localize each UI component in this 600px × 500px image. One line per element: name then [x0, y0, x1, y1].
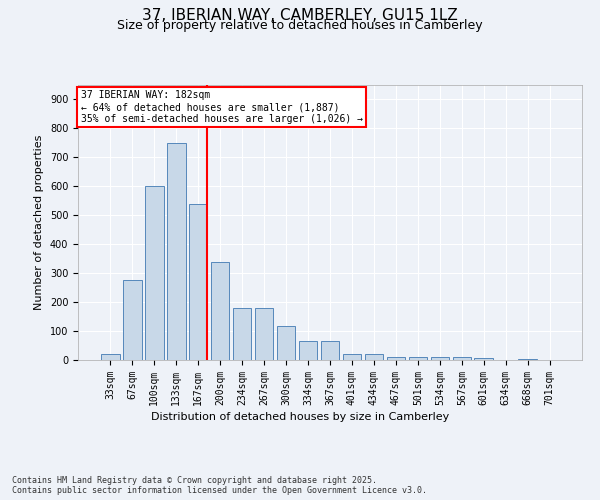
- Bar: [343, 354, 361, 360]
- Bar: [167, 143, 185, 360]
- Bar: [475, 358, 493, 360]
- Bar: [145, 186, 164, 360]
- Bar: [452, 357, 471, 360]
- Text: 37, IBERIAN WAY, CAMBERLEY, GU15 1LZ: 37, IBERIAN WAY, CAMBERLEY, GU15 1LZ: [142, 8, 458, 22]
- Text: Contains HM Land Registry data © Crown copyright and database right 2025.
Contai: Contains HM Land Registry data © Crown c…: [12, 476, 427, 495]
- Text: Size of property relative to detached houses in Camberley: Size of property relative to detached ho…: [117, 19, 483, 32]
- Bar: [101, 354, 119, 360]
- Bar: [233, 308, 251, 360]
- Bar: [431, 357, 449, 360]
- Text: Distribution of detached houses by size in Camberley: Distribution of detached houses by size …: [151, 412, 449, 422]
- Bar: [123, 280, 142, 360]
- Text: 37 IBERIAN WAY: 182sqm
← 64% of detached houses are smaller (1,887)
35% of semi-: 37 IBERIAN WAY: 182sqm ← 64% of detached…: [80, 90, 362, 124]
- Bar: [189, 204, 208, 360]
- Bar: [365, 354, 383, 360]
- Bar: [320, 341, 340, 360]
- Y-axis label: Number of detached properties: Number of detached properties: [34, 135, 44, 310]
- Bar: [386, 356, 405, 360]
- Bar: [255, 308, 274, 360]
- Bar: [299, 341, 317, 360]
- Bar: [409, 356, 427, 360]
- Bar: [211, 262, 229, 360]
- Bar: [518, 358, 537, 360]
- Bar: [277, 326, 295, 360]
